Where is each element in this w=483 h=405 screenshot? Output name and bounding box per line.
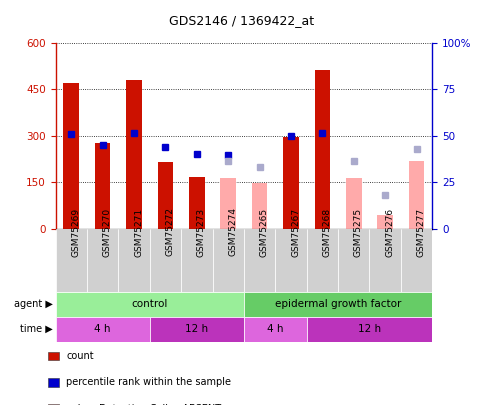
FancyBboxPatch shape: [244, 229, 275, 292]
Bar: [220, 178, 236, 229]
FancyBboxPatch shape: [307, 317, 432, 342]
Bar: [346, 178, 362, 229]
Text: 4 h: 4 h: [94, 324, 111, 334]
Bar: [63, 83, 79, 229]
FancyBboxPatch shape: [87, 229, 118, 292]
Bar: [377, 215, 393, 229]
FancyBboxPatch shape: [181, 229, 213, 292]
Text: GDS2146 / 1369422_at: GDS2146 / 1369422_at: [169, 14, 314, 27]
Text: time ▶: time ▶: [20, 324, 53, 334]
Bar: [252, 183, 268, 229]
Text: epidermal growth factor: epidermal growth factor: [275, 299, 401, 309]
Text: GSM75270: GSM75270: [103, 207, 112, 256]
FancyBboxPatch shape: [213, 229, 244, 292]
FancyBboxPatch shape: [401, 229, 432, 292]
FancyBboxPatch shape: [118, 229, 150, 292]
Text: GSM75268: GSM75268: [323, 207, 331, 256]
Bar: [314, 70, 330, 229]
Bar: [189, 177, 205, 229]
Text: GSM75267: GSM75267: [291, 207, 300, 256]
Bar: [377, 215, 393, 229]
Text: GSM75276: GSM75276: [385, 207, 394, 256]
Text: value, Detection Call = ABSENT: value, Detection Call = ABSENT: [66, 404, 221, 405]
Text: 4 h: 4 h: [267, 324, 284, 334]
FancyBboxPatch shape: [150, 317, 244, 342]
Text: agent ▶: agent ▶: [14, 299, 53, 309]
Text: percentile rank within the sample: percentile rank within the sample: [66, 377, 231, 387]
Text: GSM75274: GSM75274: [228, 207, 237, 256]
Bar: [409, 160, 425, 229]
Text: GSM75271: GSM75271: [134, 207, 143, 256]
FancyBboxPatch shape: [275, 229, 307, 292]
Text: GSM75272: GSM75272: [165, 207, 174, 256]
Text: control: control: [131, 299, 168, 309]
Bar: [95, 143, 111, 229]
Text: count: count: [66, 351, 94, 361]
FancyBboxPatch shape: [56, 292, 244, 317]
Text: 12 h: 12 h: [358, 324, 381, 334]
FancyBboxPatch shape: [244, 317, 307, 342]
Text: GSM75265: GSM75265: [260, 207, 269, 256]
Text: GSM75275: GSM75275: [354, 207, 363, 256]
FancyBboxPatch shape: [150, 229, 181, 292]
Text: GSM75269: GSM75269: [71, 207, 80, 256]
Bar: [126, 80, 142, 229]
FancyBboxPatch shape: [307, 229, 338, 292]
Text: GSM75277: GSM75277: [416, 207, 426, 256]
Bar: [283, 137, 299, 229]
FancyBboxPatch shape: [56, 229, 87, 292]
FancyBboxPatch shape: [338, 229, 369, 292]
Text: GSM75273: GSM75273: [197, 207, 206, 256]
FancyBboxPatch shape: [369, 229, 401, 292]
FancyBboxPatch shape: [244, 292, 432, 317]
Bar: [157, 162, 173, 229]
Text: 12 h: 12 h: [185, 324, 208, 334]
FancyBboxPatch shape: [56, 317, 150, 342]
